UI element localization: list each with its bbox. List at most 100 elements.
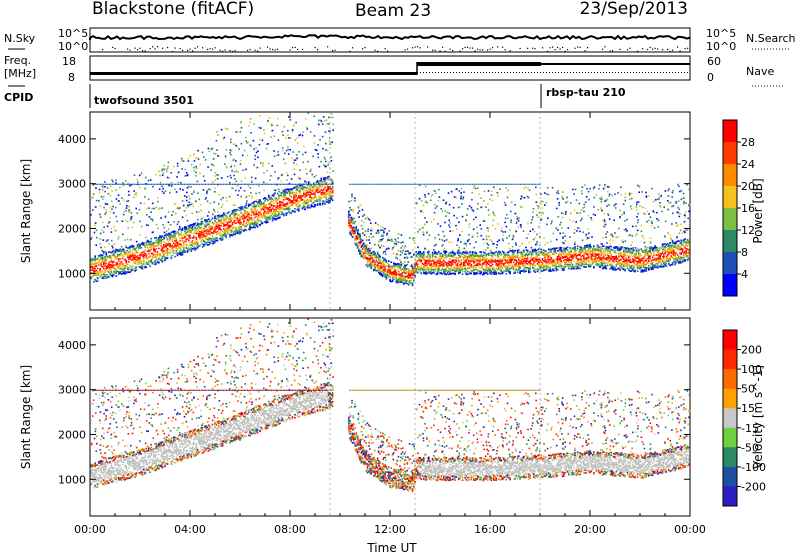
data-point: [425, 260, 428, 263]
data-point: [206, 235, 209, 237]
data-point: [448, 260, 450, 263]
nsearch-point: [557, 46, 559, 49]
data-point: [225, 234, 228, 237]
data-point: [540, 248, 543, 251]
data-point: [326, 189, 329, 191]
data-point: [325, 193, 328, 195]
data-point: [135, 252, 138, 254]
data-point: [479, 270, 481, 273]
data-point: [215, 231, 218, 233]
data-point: [485, 254, 488, 257]
data-point: [116, 255, 119, 258]
data-point: [216, 225, 219, 227]
data-point: [108, 276, 110, 278]
data-point: [496, 264, 499, 267]
data-point: [98, 272, 100, 275]
data-point: [140, 262, 143, 264]
nave-point: [492, 72, 493, 73]
nsearch-point: [274, 49, 276, 51]
data-point: [274, 218, 276, 221]
data-point: [289, 191, 291, 194]
data-point: [476, 258, 479, 261]
data-point: [101, 277, 104, 279]
data-point: [305, 181, 308, 184]
data-point: [133, 253, 135, 255]
data-point: [396, 269, 399, 271]
data-point: [196, 244, 199, 247]
data-point: [384, 267, 386, 270]
data-point: [266, 221, 269, 223]
data-point: [313, 205, 315, 208]
data-point: [490, 260, 493, 262]
data-point: [356, 247, 359, 249]
data-point: [251, 219, 254, 221]
data-point: [403, 279, 405, 282]
data-point: [406, 277, 409, 279]
data-point: [476, 255, 479, 257]
data-point: [299, 189, 301, 192]
data-point: [144, 254, 146, 256]
nave-point: [660, 72, 661, 73]
data-point: [166, 253, 169, 255]
data-point: [304, 196, 306, 198]
data-point: [304, 206, 306, 208]
data-point: [406, 279, 409, 282]
data-point: [371, 264, 374, 267]
data-point: [209, 237, 211, 240]
data-point: [373, 254, 375, 256]
data-point: [171, 250, 174, 253]
data-point: [186, 251, 189, 253]
nsearch-point: [207, 48, 209, 51]
data-point: [453, 266, 455, 269]
data-point: [201, 246, 204, 248]
data-point: [241, 223, 244, 226]
data-point: [285, 214, 288, 216]
data-point: [258, 220, 260, 222]
data-point: [443, 272, 445, 274]
data-point: [109, 261, 111, 263]
data-point: [426, 267, 429, 269]
data-point: [351, 232, 354, 234]
data-point: [526, 249, 529, 252]
data-point: [528, 270, 530, 272]
data-point: [208, 230, 210, 232]
nave-point: [549, 72, 550, 73]
data-point: [319, 200, 321, 202]
data-point: [504, 258, 506, 260]
data-point: [233, 214, 235, 216]
data-point: [256, 209, 259, 211]
data-point: [368, 253, 370, 255]
data-point: [521, 255, 524, 258]
data-point: [519, 267, 521, 269]
data-point: [363, 255, 365, 257]
data-point: [464, 252, 466, 254]
data-point: [463, 263, 465, 266]
data-point: [211, 242, 214, 245]
data-point: [251, 221, 254, 224]
data-point: [488, 266, 490, 269]
data-point: [106, 270, 109, 273]
data-point: [189, 236, 191, 239]
data-point: [509, 258, 511, 261]
data-point: [149, 246, 151, 249]
data-point: [543, 266, 545, 269]
data-point: [475, 273, 478, 275]
data-point: [470, 254, 473, 256]
data-point: [185, 246, 188, 249]
data-point: [195, 228, 198, 230]
data-point: [230, 220, 233, 222]
data-point: [96, 261, 99, 264]
data-point: [136, 263, 139, 265]
data-point: [471, 252, 474, 254]
data-point: [276, 192, 279, 195]
data-point: [495, 273, 498, 275]
data-point: [295, 202, 298, 205]
data-point: [229, 224, 231, 227]
data-point: [145, 255, 148, 257]
data-point: [105, 274, 108, 276]
nsearch-point: [669, 50, 671, 52]
data-point: [348, 225, 350, 227]
data-point: [499, 258, 501, 260]
data-point: [438, 260, 440, 263]
data-point: [291, 203, 294, 206]
